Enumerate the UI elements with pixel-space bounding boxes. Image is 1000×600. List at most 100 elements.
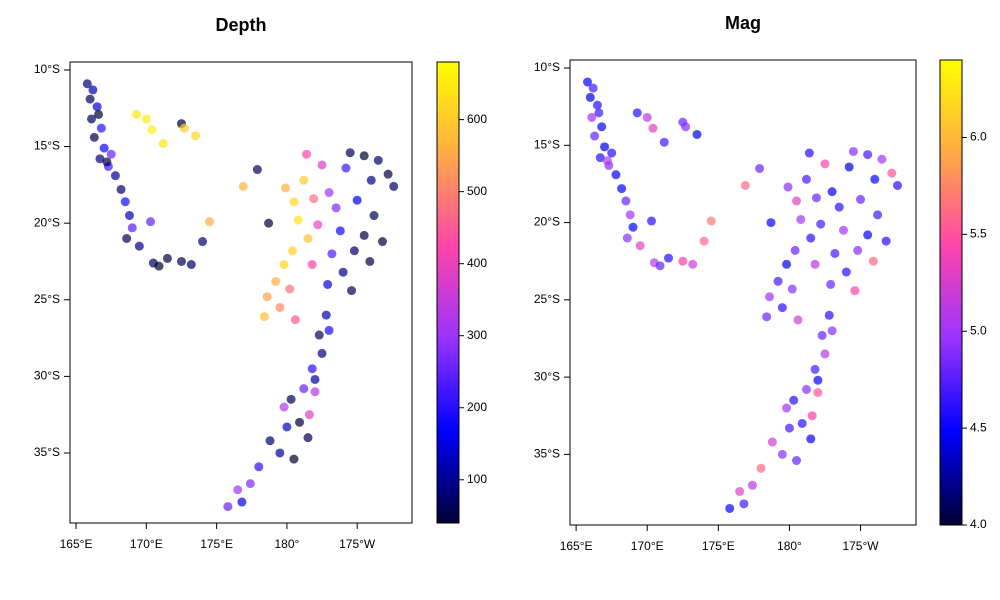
point — [807, 411, 817, 421]
point — [324, 325, 334, 335]
colorbar-tick-label: 200 — [467, 400, 487, 414]
point — [863, 150, 873, 160]
point — [233, 485, 243, 495]
x-tick-label: 175°E — [702, 539, 735, 553]
point — [648, 123, 658, 133]
point — [122, 233, 132, 243]
point — [335, 226, 345, 236]
point — [756, 463, 766, 473]
point — [295, 417, 305, 427]
point — [252, 165, 262, 175]
point — [797, 418, 807, 428]
point — [587, 112, 597, 122]
point — [264, 218, 274, 228]
y-tick-label: 10°S — [34, 62, 60, 76]
point — [602, 156, 612, 166]
point — [766, 218, 776, 228]
point — [590, 131, 600, 141]
point — [96, 123, 106, 133]
point — [347, 286, 357, 296]
point — [773, 276, 783, 286]
point — [383, 169, 393, 179]
point — [853, 245, 863, 255]
point — [806, 434, 816, 444]
point — [796, 214, 806, 224]
point — [607, 148, 617, 158]
point — [341, 163, 351, 173]
point — [280, 183, 290, 193]
point — [359, 151, 369, 161]
point — [307, 260, 317, 270]
point — [289, 454, 299, 464]
point — [88, 85, 98, 95]
point — [237, 497, 247, 507]
point — [844, 162, 854, 172]
point — [89, 132, 99, 142]
point — [245, 479, 255, 489]
point — [99, 143, 109, 153]
colorbar-tick-label: 5.5 — [970, 227, 987, 241]
point — [790, 245, 800, 255]
point — [813, 388, 823, 398]
colorbar-tick-label: 5.0 — [970, 323, 987, 337]
point — [826, 279, 836, 289]
point — [323, 279, 333, 289]
colorbar-tick-label: 300 — [467, 328, 487, 342]
point — [310, 374, 320, 384]
point — [664, 253, 674, 263]
point — [782, 259, 792, 269]
point — [841, 267, 851, 277]
x-tick-label: 180° — [777, 539, 802, 553]
point — [205, 217, 215, 227]
point — [801, 384, 811, 394]
point — [290, 315, 300, 325]
point — [622, 233, 632, 243]
point — [146, 217, 156, 227]
point — [275, 302, 285, 312]
plot-frame — [69, 61, 413, 524]
point — [120, 197, 130, 207]
point — [856, 194, 866, 204]
point — [366, 175, 376, 185]
point — [783, 182, 793, 192]
point — [830, 248, 840, 258]
point — [198, 237, 208, 247]
point — [755, 163, 765, 173]
point — [327, 249, 337, 259]
x-tick-label: 170°E — [631, 539, 664, 553]
point — [359, 230, 369, 240]
point — [789, 395, 799, 405]
point — [279, 260, 289, 270]
point — [625, 210, 635, 220]
y-tick-label: 25°S — [534, 292, 560, 306]
point — [285, 284, 295, 294]
point — [688, 259, 698, 269]
point — [813, 375, 823, 385]
point — [834, 202, 844, 212]
x-tick-label: 175°W — [842, 539, 879, 553]
point — [106, 149, 116, 159]
point — [659, 137, 669, 147]
point — [655, 261, 665, 271]
point — [617, 184, 627, 194]
point — [162, 253, 172, 263]
point — [299, 384, 309, 394]
point — [293, 215, 303, 225]
point — [282, 422, 292, 432]
point — [817, 330, 827, 340]
point — [767, 437, 777, 447]
point — [288, 246, 298, 256]
point — [338, 267, 348, 277]
point — [345, 148, 355, 158]
point — [304, 410, 314, 420]
point — [303, 233, 313, 243]
y-tick-label: 20°S — [34, 215, 60, 229]
x-tick-label: 175°W — [339, 537, 376, 551]
y-tick-label: 35°S — [534, 447, 560, 461]
point — [349, 246, 359, 256]
point — [110, 171, 120, 181]
point — [801, 174, 811, 184]
point — [317, 160, 327, 170]
colorbar — [939, 59, 963, 526]
point — [735, 486, 745, 496]
